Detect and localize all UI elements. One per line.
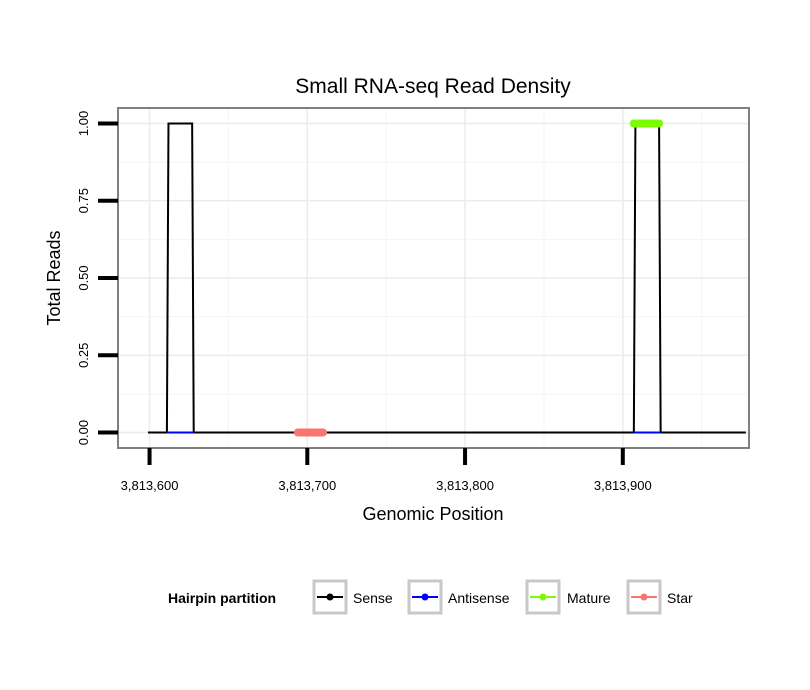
y-tick-label: 0.75 bbox=[76, 188, 91, 213]
x-tick-label: 3,813,700 bbox=[278, 478, 336, 493]
legend-key-point bbox=[640, 593, 648, 601]
legend-label-mature: Mature bbox=[567, 590, 611, 606]
legend-label-sense: Sense bbox=[353, 590, 393, 606]
series-layer bbox=[147, 119, 746, 437]
x-tick-label: 3,813,800 bbox=[436, 478, 494, 493]
y-axis-label: Total Reads bbox=[44, 230, 64, 325]
y-tick-label: 0.50 bbox=[76, 265, 91, 290]
legend: Hairpin partition Sense Antisense Mature St… bbox=[168, 579, 693, 615]
legend-label-antisense: Antisense bbox=[448, 590, 510, 606]
x-tick-label: 3,813,600 bbox=[121, 478, 179, 493]
legend-label-star: Star bbox=[667, 590, 693, 606]
series-sense-line bbox=[147, 122, 746, 434]
chart-title: Small RNA-seq Read Density bbox=[295, 75, 571, 98]
y-tick-label: 1.00 bbox=[76, 111, 91, 136]
legend-title: Hairpin partition bbox=[168, 590, 276, 606]
legend-key-point bbox=[539, 593, 547, 601]
legend-key-point bbox=[421, 593, 429, 601]
x-axis-label: Genomic Position bbox=[362, 504, 503, 524]
y-tick-label: 0.25 bbox=[76, 343, 91, 368]
x-tick-label: 3,813,900 bbox=[594, 478, 652, 493]
x-axis: 3,813,600 3,813,700 3,813,800 3,813,900 bbox=[121, 448, 652, 493]
legend-key-point bbox=[326, 593, 334, 601]
grid bbox=[118, 108, 749, 448]
y-tick-label: 0.00 bbox=[76, 420, 91, 445]
y-axis: 0.00 0.25 0.50 0.75 1.00 bbox=[76, 111, 118, 445]
